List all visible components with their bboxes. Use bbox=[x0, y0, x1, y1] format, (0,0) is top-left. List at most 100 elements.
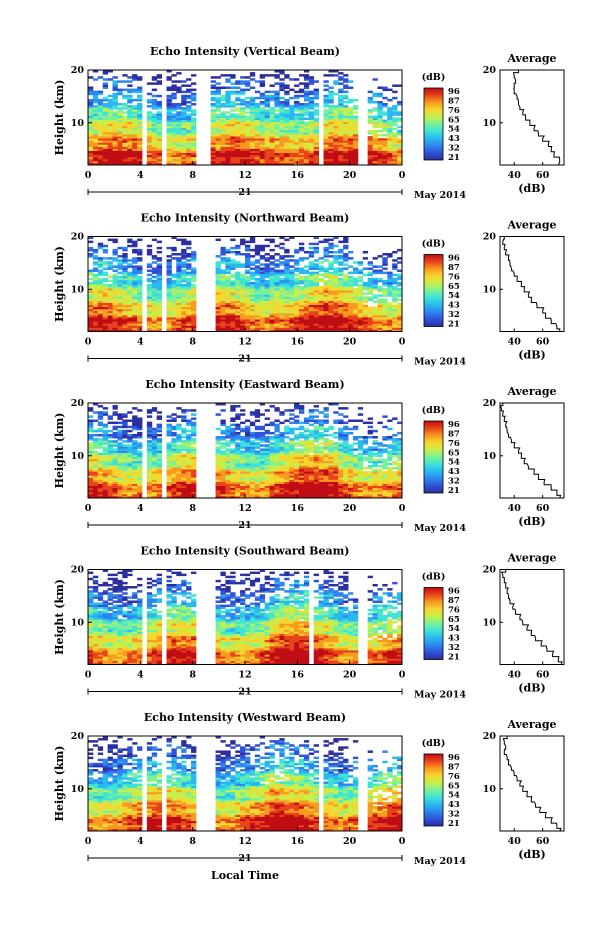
heatmap-cell bbox=[181, 261, 186, 263]
heatmap-cell bbox=[392, 105, 397, 107]
heatmap-cell bbox=[93, 105, 98, 107]
heatmap-cell bbox=[250, 78, 255, 80]
heatmap-cell bbox=[230, 109, 235, 111]
heatmap-cell bbox=[270, 95, 275, 97]
heatmap-cell bbox=[132, 265, 137, 267]
heatmap-cell bbox=[373, 307, 378, 309]
heatmap-cell bbox=[255, 259, 260, 261]
heatmap-cell bbox=[338, 241, 343, 243]
heatmap-cell bbox=[176, 253, 181, 255]
heatmap-cell bbox=[88, 270, 93, 272]
heatmap-cell bbox=[230, 274, 235, 276]
heatmap-cell bbox=[368, 307, 373, 309]
heatmap-cell bbox=[284, 91, 289, 93]
heatmap-cell bbox=[333, 74, 338, 76]
heatmap-cell bbox=[186, 263, 191, 265]
colorbar-tick-label: 21 bbox=[448, 153, 460, 163]
heatmap-cell bbox=[240, 239, 245, 241]
heatmap-cell bbox=[220, 103, 225, 105]
heatmap-cell bbox=[122, 80, 127, 82]
heatmap-cell bbox=[338, 82, 343, 84]
heatmap-cell bbox=[343, 74, 348, 76]
heatmap-cell bbox=[309, 111, 314, 113]
heatmap-cell bbox=[338, 278, 343, 280]
heatmap-cell bbox=[157, 247, 162, 249]
heatmap-cell bbox=[279, 97, 284, 99]
heatmap-cell bbox=[368, 130, 373, 132]
heatmap-cell bbox=[93, 255, 98, 257]
heatmap-cell bbox=[294, 259, 299, 261]
heatmap-cell bbox=[255, 80, 260, 82]
heatmap-cell bbox=[147, 270, 152, 272]
average-title: Average bbox=[506, 52, 556, 65]
heatmap-cell bbox=[382, 97, 387, 99]
heatmap-cell bbox=[338, 95, 343, 97]
heatmap-cell bbox=[176, 87, 181, 89]
heatmap-cell bbox=[132, 89, 137, 91]
heatmap-cell bbox=[167, 87, 172, 89]
heatmap-cell bbox=[103, 284, 108, 286]
heatmap-cell bbox=[368, 465, 373, 467]
date-day-label: 21 bbox=[238, 187, 251, 198]
heatmap-cell bbox=[348, 272, 353, 274]
heatmap-cell bbox=[284, 74, 289, 76]
heatmap-cell bbox=[382, 120, 387, 122]
heatmap-cell bbox=[358, 261, 363, 263]
heatmap-cell bbox=[235, 107, 240, 109]
heatmap-cell bbox=[343, 274, 348, 276]
heatmap-cell bbox=[377, 87, 382, 89]
heatmap-cell bbox=[304, 276, 309, 278]
heatmap-cell bbox=[147, 249, 152, 251]
heatmap-cell bbox=[230, 280, 235, 282]
heatmap-cell bbox=[191, 267, 196, 269]
heatmap-cell bbox=[270, 255, 275, 257]
heatmap-cell bbox=[314, 243, 319, 245]
heatmap-cell bbox=[103, 278, 108, 280]
heatmap-cell bbox=[260, 267, 265, 269]
average-x-tick-label: 40 bbox=[508, 337, 522, 348]
heatmap-cell bbox=[181, 239, 186, 241]
panel-title: Echo Intensity (Eastward Beam) bbox=[145, 378, 344, 391]
heatmap-cell bbox=[113, 76, 118, 78]
heatmap-cell bbox=[314, 103, 319, 105]
heatmap-cell bbox=[392, 84, 397, 86]
heatmap-cell bbox=[260, 101, 265, 103]
heatmap-cell bbox=[117, 107, 122, 109]
heatmap-cell bbox=[157, 241, 162, 243]
heatmap-cell bbox=[191, 103, 196, 105]
heatmap-cell bbox=[324, 95, 329, 97]
heatmap-cell bbox=[137, 87, 142, 89]
heatmap-cell bbox=[299, 89, 304, 91]
heatmap-cell bbox=[211, 76, 216, 78]
heatmap-cell bbox=[137, 276, 142, 278]
heatmap-cell bbox=[171, 80, 176, 82]
heatmap-cell bbox=[368, 267, 373, 269]
heatmap-cell bbox=[220, 270, 225, 272]
heatmap-cell bbox=[250, 249, 255, 251]
heatmap-cell bbox=[93, 78, 98, 80]
x-tick-label: 16 bbox=[291, 170, 305, 181]
heatmap-cell bbox=[368, 97, 373, 99]
heatmap-cell bbox=[250, 267, 255, 269]
heatmap-cell bbox=[353, 99, 358, 101]
heatmap-cell bbox=[152, 261, 157, 263]
average-profile-line bbox=[514, 70, 560, 165]
heatmap-cell bbox=[284, 239, 289, 241]
heatmap-cell bbox=[186, 272, 191, 274]
heatmap-cell bbox=[122, 111, 127, 113]
heatmap-cell bbox=[211, 103, 216, 105]
heatmap-cell bbox=[373, 93, 378, 95]
heatmap-cell bbox=[265, 257, 270, 259]
heatmap-cell bbox=[294, 267, 299, 269]
heatmap-cell bbox=[230, 101, 235, 103]
heatmap-cell bbox=[270, 107, 275, 109]
heatmap-cell bbox=[333, 267, 338, 269]
heatmap-cell bbox=[343, 91, 348, 93]
heatmap-cell bbox=[113, 249, 118, 251]
heatmap-cell bbox=[382, 111, 387, 113]
heatmap-cell bbox=[353, 111, 358, 113]
heatmap-cell bbox=[147, 93, 152, 95]
heatmap-cell bbox=[348, 80, 353, 82]
heatmap-cell bbox=[377, 265, 382, 267]
heatmap-cell bbox=[103, 249, 108, 251]
